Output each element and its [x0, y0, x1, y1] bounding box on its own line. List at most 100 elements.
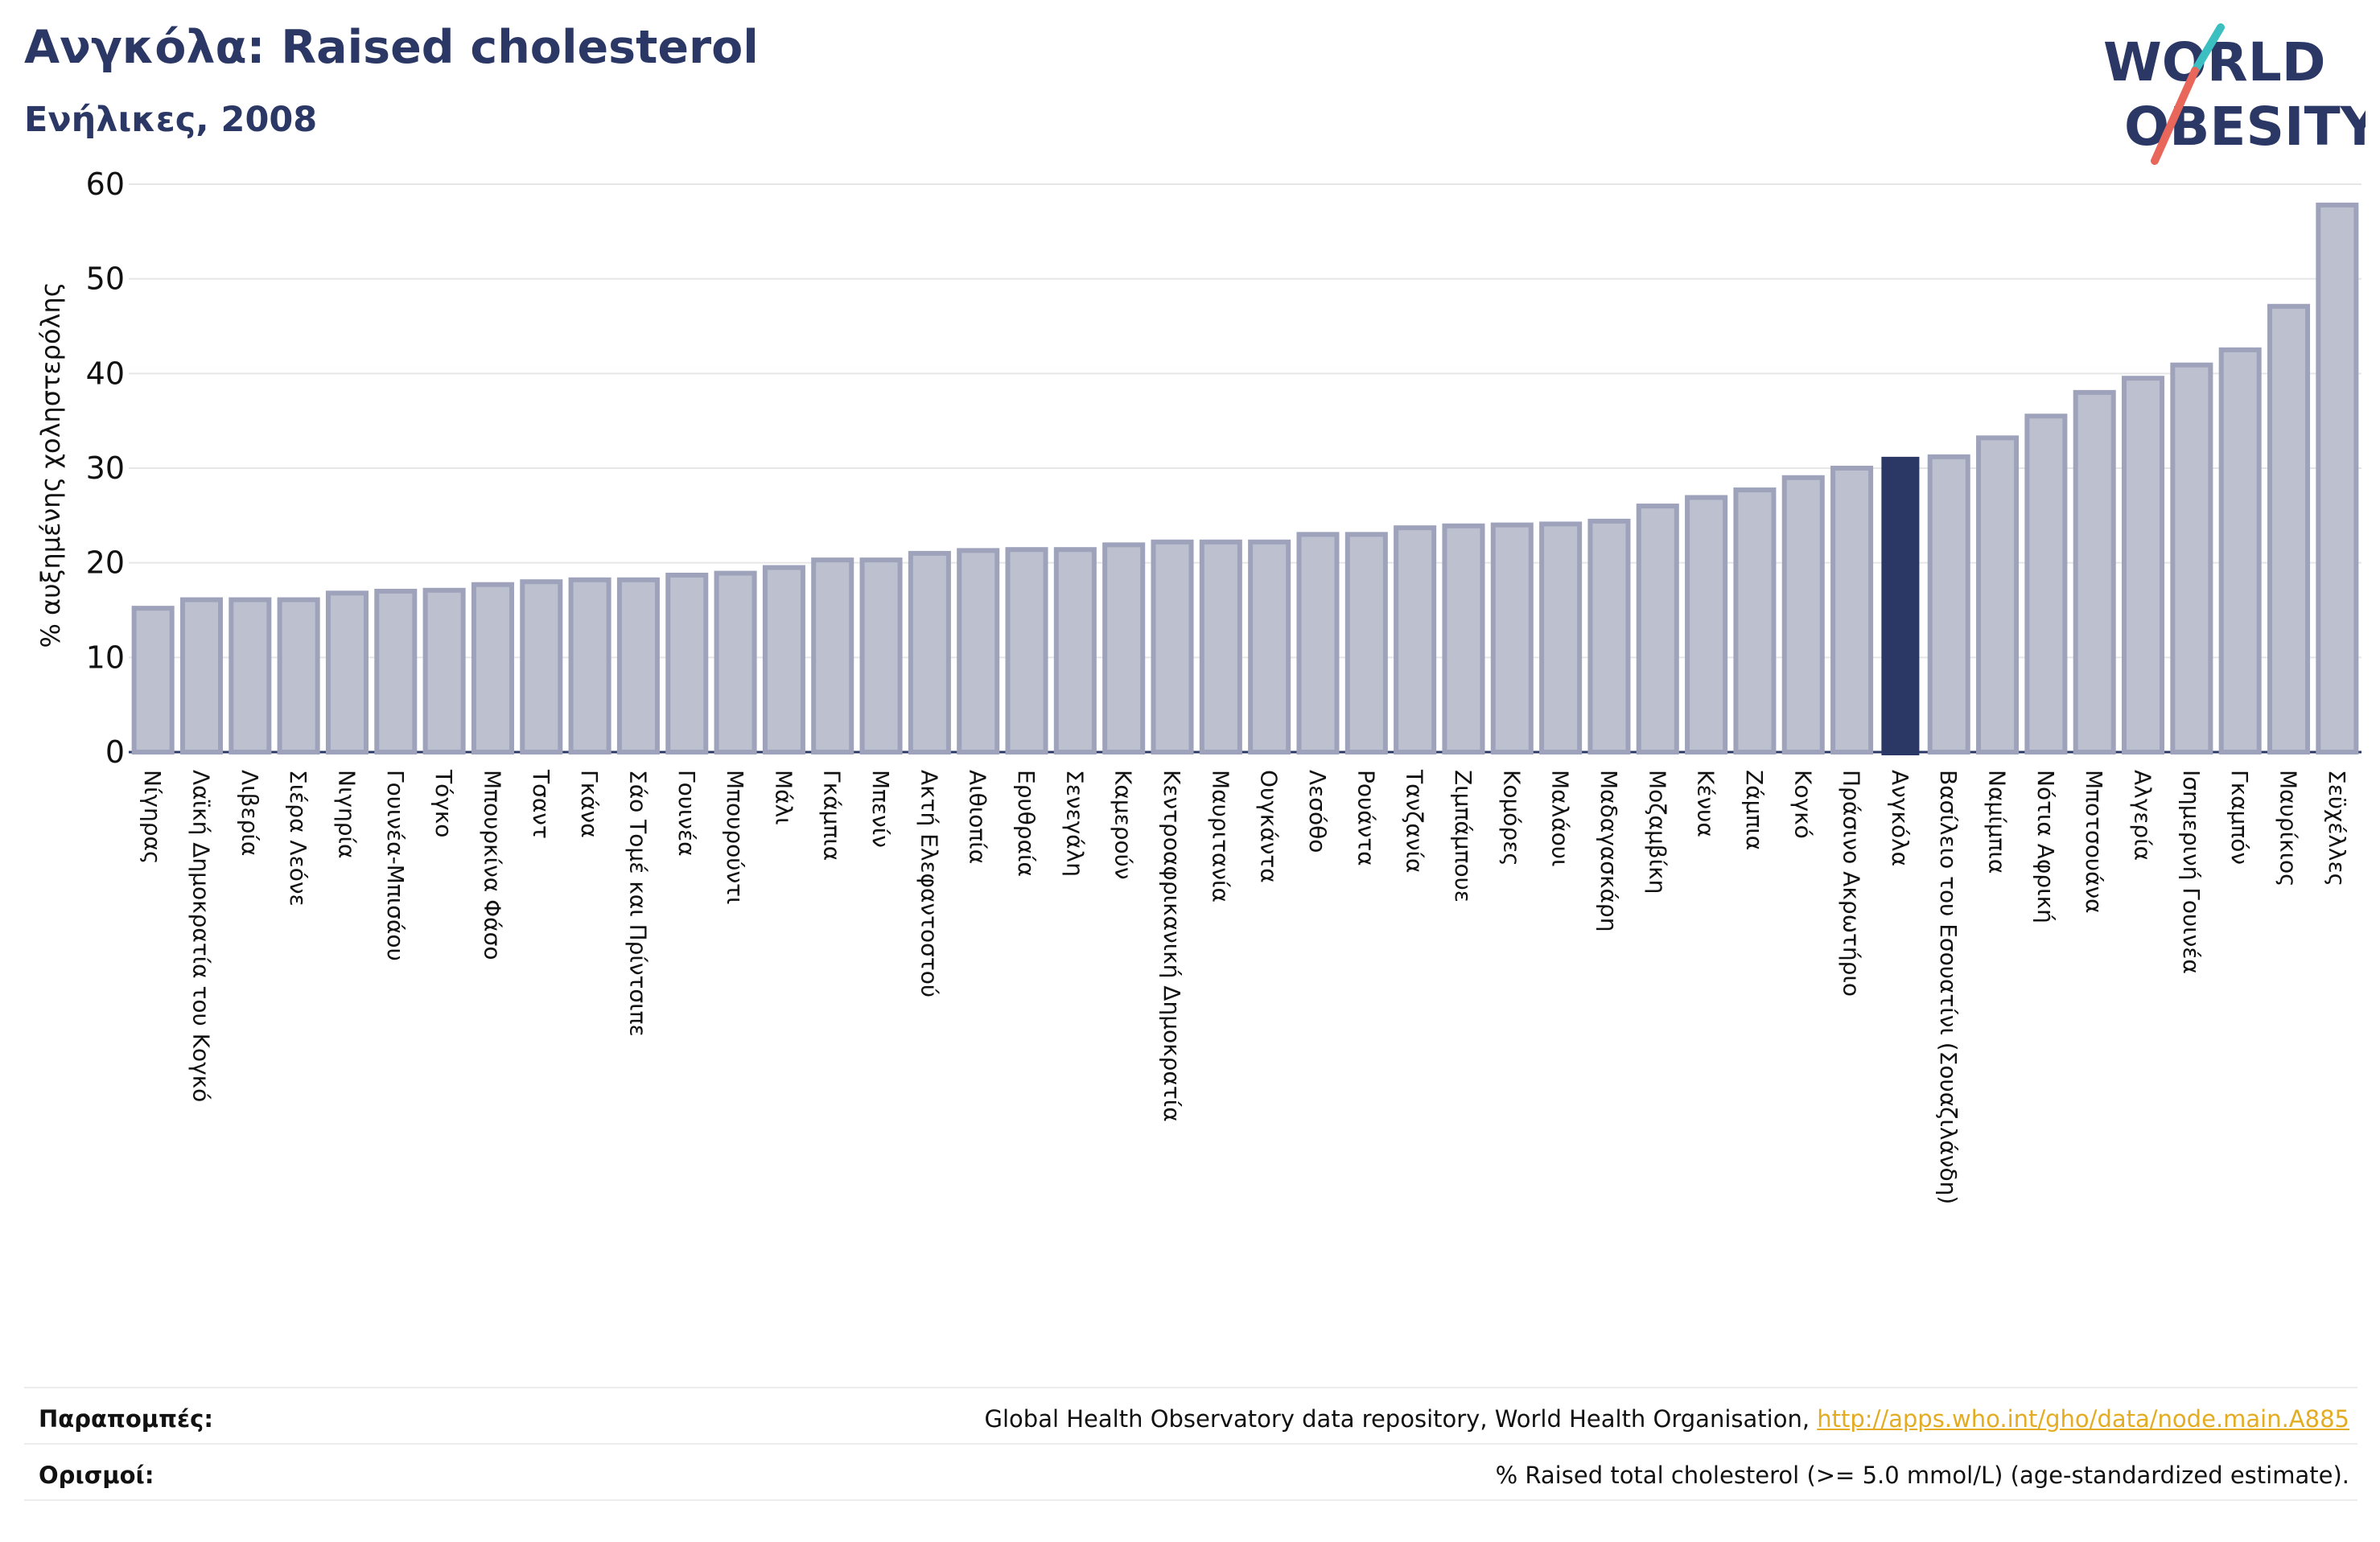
bar — [1151, 539, 1194, 755]
page-title: Ανγκόλα: Raised cholesterol — [24, 21, 759, 74]
bar — [2122, 376, 2165, 755]
bar — [1539, 521, 1583, 755]
bar — [714, 570, 757, 755]
bar — [2218, 347, 2262, 755]
bars — [131, 202, 2359, 755]
x-tick-label: Ρουάντα — [1353, 770, 1379, 866]
bar-chart: 0 10 20 30 40 50 60 Νίγηρας Λαϊκή Δημοκρατία το… — [35, 167, 2361, 1204]
x-tick-label: Τσαντ — [528, 769, 554, 839]
footer-divider — [24, 1387, 2357, 1388]
y-tick-label: 40 — [86, 356, 125, 391]
x-tick-label: Μάλι — [770, 770, 797, 825]
x-tick-label: Μαυρίκιος — [2275, 770, 2302, 887]
bar — [422, 587, 466, 755]
bar — [811, 557, 854, 755]
x-tick-label: Ναμίμπια — [1984, 770, 2011, 874]
bar — [2024, 413, 2068, 755]
references-text: Global Health Observatory data repositor… — [985, 1405, 2349, 1433]
x-tick-label: Σεϋχέλλες — [2324, 770, 2350, 886]
bar — [665, 572, 709, 755]
x-tick-label: Μοζαμβίκη — [1644, 770, 1670, 894]
references-link[interactable]: http://apps.who.int/gho/data/node.main.A… — [1817, 1405, 2349, 1433]
bar — [1248, 539, 1291, 755]
x-tick-label: Τανζανία — [1402, 769, 1428, 873]
y-tick-label: 60 — [86, 167, 125, 202]
logo-slash-red — [2151, 67, 2199, 165]
bar — [471, 582, 514, 755]
bar — [325, 590, 369, 755]
x-tick-label: Πράσινο Ακρωτήριο — [1839, 770, 1865, 997]
x-tick-label: Σενεγάλη — [1061, 770, 1088, 877]
x-tick-label: Σιέρα Λεόνε — [285, 770, 311, 907]
page-subtitle: Ενήλικες, 2008 — [24, 100, 318, 140]
bar — [277, 597, 320, 755]
x-tick-label: Κένυα — [1693, 770, 1719, 837]
x-tick-label: Αιθιοπία — [965, 770, 991, 864]
bar — [179, 597, 224, 755]
bar — [1442, 523, 1485, 755]
logo-slash-teal — [2191, 23, 2225, 75]
bar — [1830, 466, 1874, 755]
x-tick-label: Λεσόθο — [1304, 770, 1331, 853]
bar — [374, 588, 418, 755]
x-tick-label: Ουγκάντα — [1256, 770, 1283, 883]
bar — [131, 606, 175, 755]
x-tick-label: Καμερούν — [1110, 770, 1137, 880]
x-tick-label: Νίγηρας — [139, 770, 166, 864]
bar — [1053, 547, 1097, 755]
footer-divider — [24, 1499, 2357, 1501]
x-tick-label: Μαυριτανία — [1207, 770, 1233, 903]
bar — [859, 557, 903, 755]
x-tick-label: Κεντροαφρικανική Δημοκρατία — [1159, 770, 1185, 1122]
x-tick-label: Νιγηρία — [333, 770, 360, 858]
x-tick-label: Γκαμπόν — [2226, 770, 2253, 865]
x-tick-label: Ζιμπάμπουε — [1450, 770, 1476, 903]
x-tick-label: Μπενίν — [867, 770, 894, 848]
footer-divider — [24, 1443, 2357, 1445]
x-tick-label: Ερυθραία — [1013, 770, 1040, 877]
bar — [1005, 547, 1048, 755]
bar — [1976, 435, 2020, 755]
references-source: Global Health Observatory data repositor… — [984, 1405, 1818, 1433]
bar — [568, 577, 611, 755]
bar — [1296, 532, 1340, 755]
bar — [908, 550, 951, 755]
y-tick-label: 0 — [105, 734, 125, 770]
bar — [2316, 202, 2359, 755]
x-tick-label: Γκάμπια — [819, 770, 846, 861]
bar — [520, 579, 563, 755]
bar — [1490, 522, 1534, 755]
definitions-text: % Raised total cholesterol (>= 5.0 mmol/… — [1495, 1462, 2349, 1489]
bar — [1927, 454, 1970, 755]
y-axis-label: % αυξημένης χοληστερόλης — [35, 282, 66, 648]
x-tick-label: Γουινέα — [673, 770, 700, 857]
x-tick-label: Αλγερία — [2130, 770, 2156, 861]
bar — [1733, 487, 1777, 755]
x-tick-label: Μαλάουι — [1547, 770, 1574, 866]
x-tick-label: Σάο Τομέ και Πρίντσιπε — [624, 770, 651, 1037]
bar — [1685, 495, 1728, 755]
y-tick-labels: 0 10 20 30 40 50 60 — [86, 167, 125, 770]
y-tick-label: 20 — [86, 545, 125, 581]
bar-highlighted — [1881, 456, 1920, 755]
world-obesity-logo: WORLD OBESITY — [2103, 23, 2366, 165]
x-tick-label: Ισημερινή Γουινέα — [2178, 770, 2205, 974]
y-tick-label: 10 — [86, 639, 125, 675]
bar — [616, 577, 660, 755]
bar — [1781, 475, 1825, 755]
bar — [957, 548, 1000, 755]
bar — [1587, 518, 1631, 755]
bar — [1636, 504, 1679, 755]
x-tick-label: Μαδαγασκάρη — [1596, 770, 1622, 931]
y-tick-label: 30 — [86, 450, 125, 486]
x-tick-label: Γουινέα-Μπισάου — [382, 770, 409, 961]
bar — [229, 597, 272, 755]
definitions-label: Ορισμοί: — [39, 1462, 154, 1489]
x-tick-label: Βασίλειο του Εσουατίνι (Σουαζιλάνδη) — [1935, 770, 1962, 1204]
x-tick-label: Ζάμπια — [1741, 770, 1768, 850]
x-tick-label: Ανγκόλα — [1887, 770, 1913, 866]
x-tick-label: Νότια Αφρική — [2032, 770, 2059, 923]
references-label: Παραπομπές: — [39, 1405, 213, 1433]
bar — [1394, 525, 1437, 755]
bar — [1344, 532, 1388, 755]
